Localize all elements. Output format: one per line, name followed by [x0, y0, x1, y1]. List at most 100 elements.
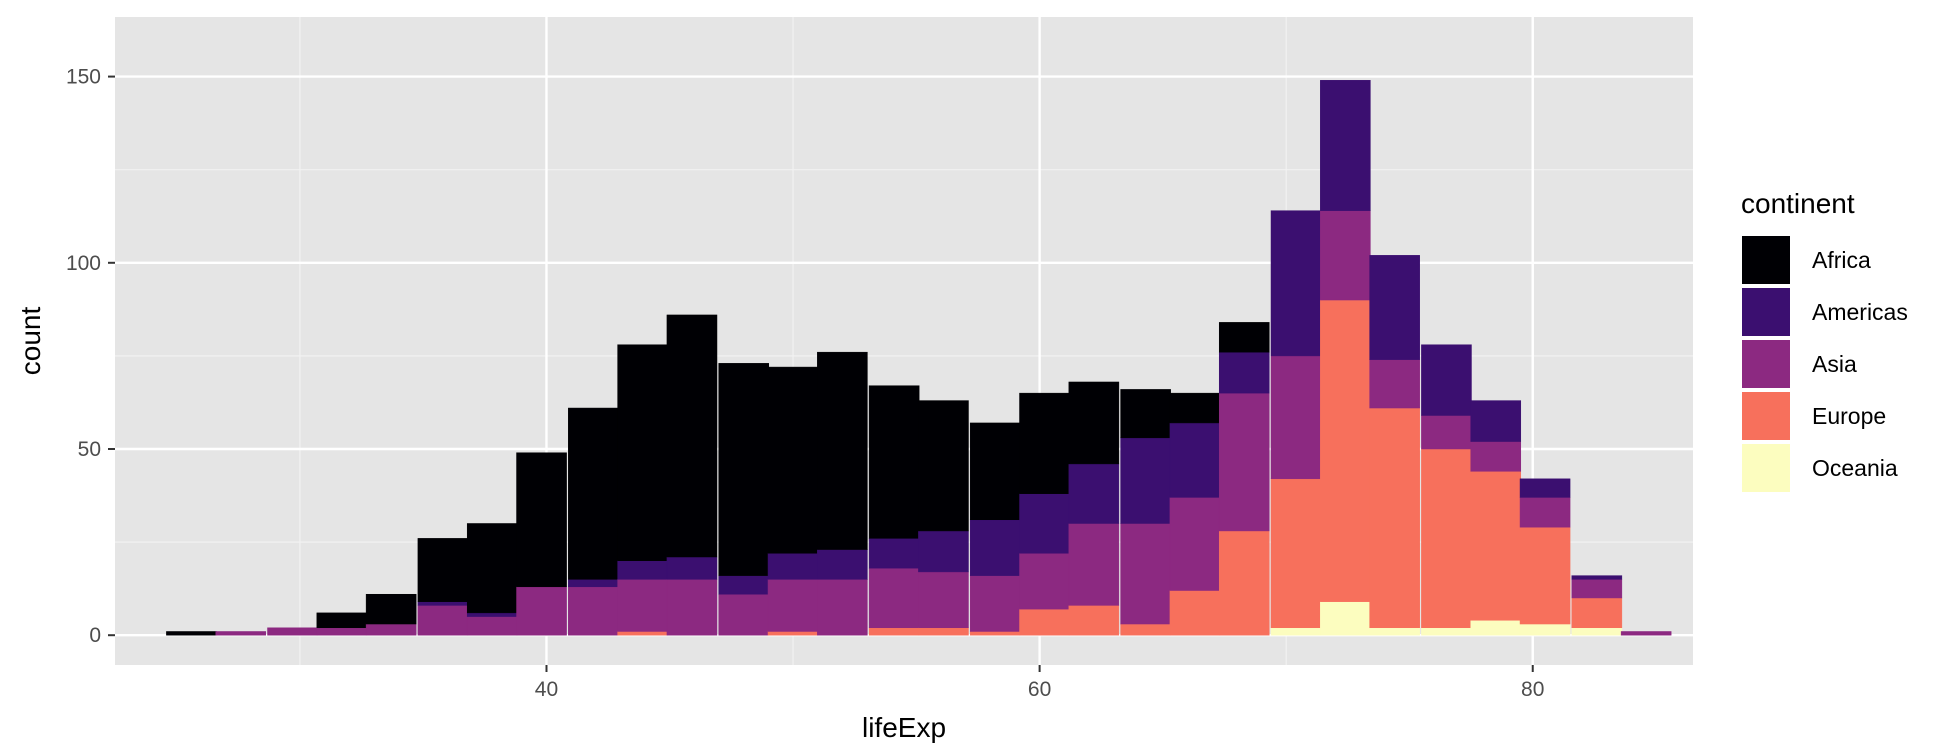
bar-africa	[817, 351, 868, 550]
bar-asia	[568, 586, 619, 636]
bar-americas	[868, 538, 920, 569]
bar-africa	[316, 612, 368, 629]
x-axis-title: lifeExp	[862, 712, 946, 743]
legend-title: continent	[1741, 188, 1855, 219]
y-tick-label: 150	[66, 66, 101, 89]
legend: continent Africa Americas Asia Europe Oceani…	[1740, 188, 1908, 494]
bar-asia	[617, 579, 668, 632]
histogram-bars	[166, 80, 1672, 636]
legend-key-oceania	[1740, 442, 1792, 494]
bar-americas	[1019, 493, 1070, 554]
bar-americas	[718, 575, 770, 595]
legend-key-americas	[1740, 286, 1792, 338]
bar-asia	[1421, 415, 1472, 450]
bar-asia	[267, 627, 318, 636]
bar-americas	[918, 530, 969, 573]
x-tick-label: 40	[535, 678, 558, 701]
bar-asia	[215, 631, 267, 636]
bar-europe	[1169, 590, 1221, 636]
bar-europe	[1120, 623, 1171, 636]
bar-oceania	[1270, 627, 1322, 636]
bar-americas	[1369, 255, 1420, 360]
bar-asia	[365, 623, 417, 636]
x-tick-label: 60	[1028, 678, 1051, 701]
bar-americas	[1270, 210, 1322, 357]
bar-asia	[1519, 497, 1571, 528]
bar-europe	[1369, 407, 1420, 629]
bar-oceania	[1470, 620, 1522, 636]
legend-label-africa: Africa	[1812, 247, 1871, 273]
bar-americas	[1120, 437, 1171, 524]
bar-europe	[1270, 478, 1322, 629]
bar-europe	[1519, 526, 1571, 625]
bar-asia	[1620, 631, 1672, 636]
bar-europe	[1068, 605, 1120, 636]
bar-europe	[1320, 299, 1371, 602]
bar-europe	[617, 631, 668, 636]
bar-africa	[1019, 392, 1070, 494]
legend-label-asia: Asia	[1812, 351, 1857, 377]
bar-asia	[969, 575, 1021, 632]
bar-africa	[1068, 381, 1120, 465]
bar-americas	[1218, 351, 1270, 394]
bar-oceania	[1320, 601, 1371, 636]
bar-europe	[969, 631, 1021, 636]
bar-americas	[1169, 422, 1221, 498]
bar-africa	[617, 344, 668, 561]
bar-asia	[417, 605, 469, 636]
bar-europe	[1421, 448, 1472, 629]
y-axis: 0 50 100 150	[66, 66, 115, 647]
bar-asia	[1369, 359, 1420, 409]
bar-asia	[1120, 523, 1171, 625]
legend-key-africa	[1740, 234, 1792, 286]
bar-asia	[666, 579, 718, 636]
bar-africa	[1120, 389, 1171, 439]
legend-key-europe	[1740, 390, 1792, 442]
bar-africa	[417, 538, 469, 602]
x-tick-label: 80	[1521, 678, 1544, 701]
bar-africa	[666, 314, 718, 558]
bar-asia	[316, 627, 368, 636]
bar-europe	[1470, 471, 1522, 621]
bar-americas	[617, 560, 668, 580]
bar-asia	[918, 571, 969, 629]
bar-asia	[767, 579, 819, 632]
bar-europe	[1218, 530, 1270, 636]
bar-asia	[1270, 355, 1322, 480]
bar-europe	[918, 627, 969, 636]
bar-americas	[1421, 344, 1472, 416]
bar-americas	[1068, 463, 1120, 524]
bar-oceania	[1421, 627, 1472, 636]
bar-asia	[1320, 210, 1371, 301]
bar-europe	[1019, 608, 1070, 636]
bar-asia	[516, 586, 567, 636]
legend-label-americas: Americas	[1812, 299, 1908, 325]
legend-label-oceania: Oceania	[1812, 455, 1898, 481]
bar-americas	[1320, 80, 1371, 211]
bar-oceania	[1519, 623, 1571, 636]
bar-asia	[1019, 553, 1070, 610]
bar-africa	[568, 407, 619, 580]
y-tick-label: 100	[66, 252, 101, 275]
bar-americas	[417, 601, 469, 606]
bar-africa	[166, 631, 217, 636]
legend-key-asia	[1740, 338, 1792, 390]
bar-europe	[868, 627, 920, 636]
bar-africa	[1169, 392, 1221, 424]
bar-americas	[767, 553, 819, 580]
bar-africa	[767, 366, 819, 554]
bar-americas	[568, 579, 619, 588]
bar-africa	[718, 363, 770, 576]
y-axis-title: count	[15, 307, 46, 376]
bar-africa	[466, 523, 518, 614]
bar-asia	[1218, 392, 1270, 532]
bar-europe	[1571, 597, 1623, 629]
x-axis: 40 60 80	[535, 665, 1544, 701]
bar-americas	[1519, 478, 1571, 498]
bar-africa	[516, 452, 567, 588]
bar-americas	[1470, 400, 1522, 442]
bar-asia	[1068, 523, 1120, 606]
bar-americas	[666, 556, 718, 580]
bar-asia	[817, 579, 868, 636]
